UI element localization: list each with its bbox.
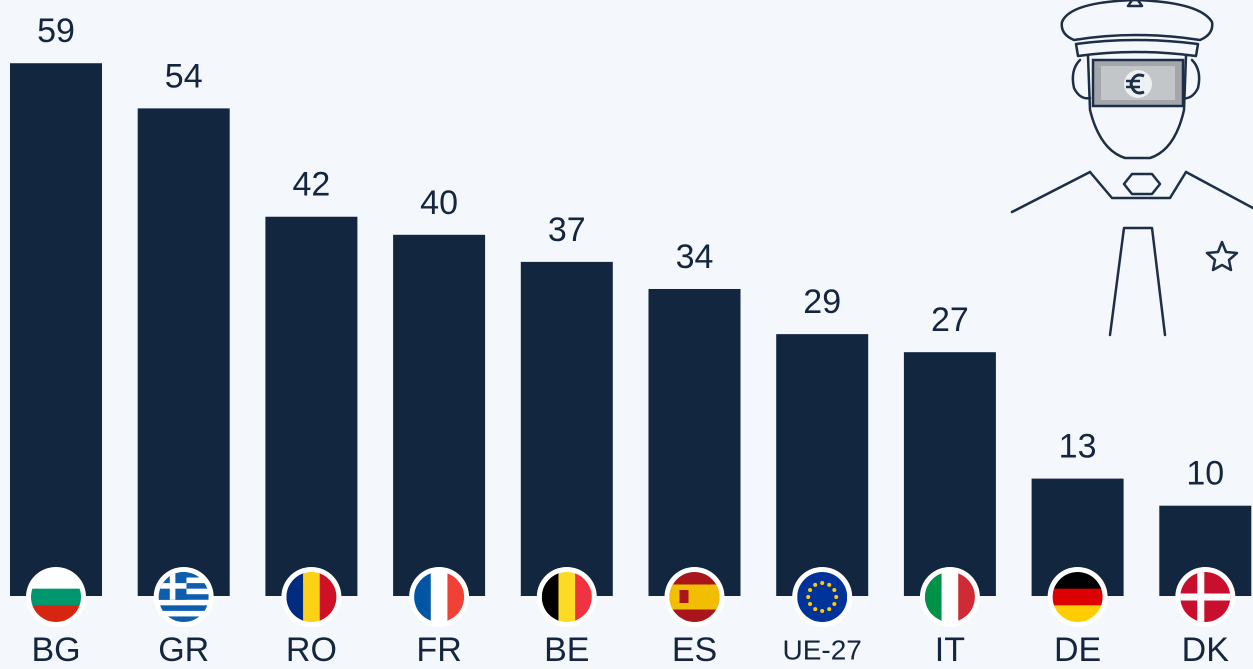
flag-stripe (1053, 589, 1103, 606)
flag-stripe (942, 572, 959, 622)
flag-cross (1197, 572, 1204, 622)
flag-stripe (159, 600, 209, 606)
x-tick-label: RO (286, 631, 337, 669)
flag-icon (1180, 572, 1230, 622)
bar (776, 334, 868, 596)
value-label: 29 (803, 283, 841, 321)
value-label: 10 (1186, 455, 1224, 493)
value-label: 37 (548, 211, 586, 249)
value-label: 27 (931, 301, 969, 339)
flag-star (834, 595, 838, 599)
chart: 59 BG 54 GR 42 RO 40 FR 37 BE 34 ES 29 UE-27 27 IT 13 DE 1… (0, 0, 1253, 669)
police-illustration (1012, 0, 1253, 335)
value-label: 54 (165, 57, 203, 95)
x-tick-label: BG (31, 631, 80, 669)
x-tick-label: FR (416, 631, 461, 669)
flag-star (820, 609, 824, 613)
flag-stripe (31, 589, 81, 606)
bar (649, 289, 741, 596)
flag-field (797, 572, 847, 622)
x-tick-label: BE (544, 631, 589, 669)
flag-star (808, 602, 812, 606)
x-tick-label: UE-27 (783, 634, 862, 665)
flag-stripe (558, 572, 575, 622)
flag-stripe (159, 605, 209, 611)
bar (10, 63, 102, 596)
flag-icon (797, 572, 847, 622)
x-tick-label: IT (935, 631, 965, 669)
flag-star (813, 583, 817, 587)
x-tick-label: DK (1182, 631, 1230, 669)
value-label: 40 (420, 184, 458, 222)
flag-star (832, 602, 836, 606)
x-tick-label: ES (672, 631, 717, 669)
bar (138, 108, 230, 596)
bar (393, 235, 485, 596)
value-label: 13 (1059, 428, 1097, 466)
bar (521, 262, 613, 596)
value-label: 42 (292, 166, 330, 204)
value-label: 59 (37, 12, 75, 50)
bar (265, 217, 357, 596)
x-tick-label: DE (1054, 631, 1101, 669)
bar (904, 352, 996, 596)
flag-emblem (680, 590, 689, 603)
flag-star (813, 607, 817, 611)
flag-icon (159, 572, 209, 622)
flag-star (827, 583, 831, 587)
flag-cross (170, 572, 176, 600)
flag-stripe (670, 585, 720, 610)
flag-star (827, 607, 831, 611)
flag-cross (1180, 594, 1230, 601)
value-label: 34 (676, 238, 714, 276)
flag-star (808, 588, 812, 592)
flag-stripe (431, 572, 448, 622)
flag-stripe (303, 572, 320, 622)
flag-star (820, 581, 824, 585)
flag-star (806, 595, 810, 599)
flag-icon (670, 572, 720, 622)
x-tick-label: GR (158, 631, 209, 669)
flag-star (832, 588, 836, 592)
